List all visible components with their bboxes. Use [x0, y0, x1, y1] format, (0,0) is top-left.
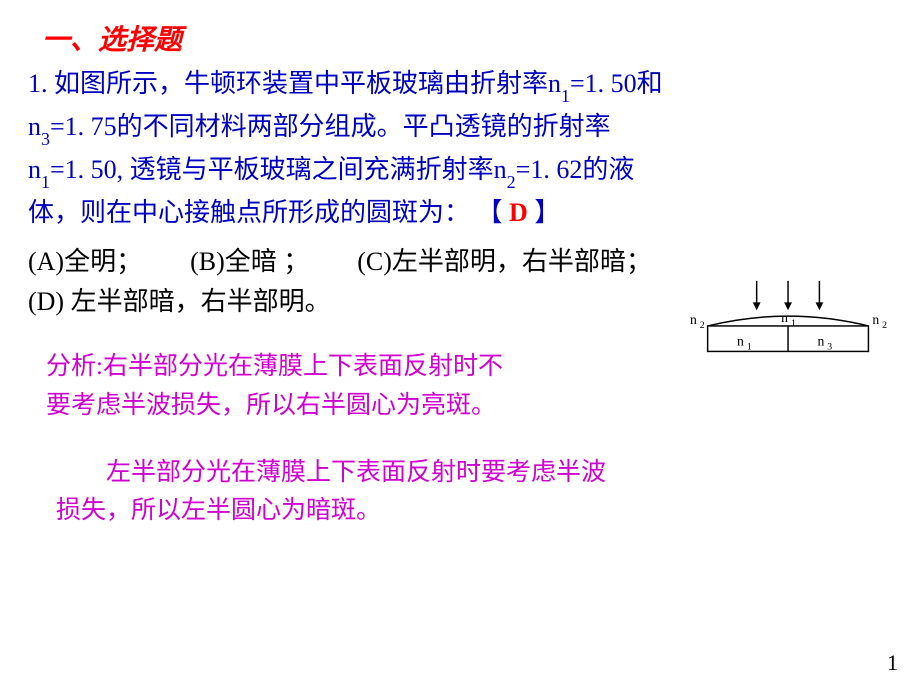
q-text: =1. 50, 透镜与平板玻璃之间充满折射率n	[50, 155, 507, 184]
analysis2-line2: 损失，所以左半圆心为暗斑。	[56, 497, 381, 524]
svg-text:n: n	[690, 312, 697, 327]
svg-text:1: 1	[747, 341, 752, 352]
q-sub1b: 1	[41, 172, 50, 192]
q-text: =1. 75的不同材料两部分组成。平凸透镜的折射率	[50, 112, 611, 141]
newton-ring-diagram: n2n1n2n1n3	[690, 278, 890, 368]
question-text: 1. 如图所示，牛顿环装置中平板玻璃由折射率n1=1. 50和 n3=1. 75…	[28, 64, 892, 234]
analysis2-line1: 左半部分光在薄膜上下表面反射时要考虑半波	[56, 459, 606, 486]
bracket-open: 【	[470, 198, 509, 227]
q-text: =1. 62的液	[516, 155, 635, 184]
section-title: 一、选择题	[42, 18, 892, 58]
svg-text:n: n	[817, 334, 824, 349]
option-b: (B)全暗 ；	[190, 242, 309, 282]
q-sub1: 1	[561, 86, 570, 106]
analysis-2: 左半部分光在薄膜上下表面反射时要考虑半波 损失，所以左半圆心为暗斑。	[56, 454, 776, 532]
answer-letter: D	[509, 198, 528, 227]
svg-text:3: 3	[827, 341, 832, 352]
svg-text:n: n	[872, 312, 879, 327]
q-text: 体，则在中心接触点所形成的圆斑为：	[28, 198, 470, 227]
q-text: n	[28, 112, 41, 141]
analysis-1: 分析:右半部分光在薄膜上下表面反射时不 要考虑半波损失，所以右半圆心为亮斑。	[46, 348, 606, 426]
page-number: 1	[887, 650, 898, 676]
svg-text:1: 1	[791, 318, 796, 329]
q-text: 1. 如图所示，牛顿环装置中平板玻璃由折射率n	[28, 69, 561, 98]
q-text: =1. 50和	[570, 69, 663, 98]
analysis1-line1: 分析:右半部分光在薄膜上下表面反射时不	[46, 353, 503, 380]
option-c: (C)左半部明，右半部暗；	[357, 242, 652, 282]
options-row-1: (A)全明； (B)全暗 ； (C)左半部明，右半部暗；	[28, 242, 892, 282]
svg-text:n: n	[781, 310, 788, 325]
analysis1-line2: 要考虑半波损失，所以右半圆心为亮斑。	[46, 392, 496, 419]
q-sub3: 3	[41, 129, 50, 149]
option-a: (A)全明；	[28, 242, 142, 282]
analysis-block: 分析:右半部分光在薄膜上下表面反射时不 要考虑半波损失，所以右半圆心为亮斑。 左…	[28, 348, 892, 531]
svg-text:n: n	[737, 334, 744, 349]
svg-text:2: 2	[700, 320, 705, 331]
bracket-close: 】	[528, 198, 561, 227]
q-text: n	[28, 155, 41, 184]
svg-text:2: 2	[882, 320, 887, 331]
q-sub2: 2	[507, 172, 516, 192]
